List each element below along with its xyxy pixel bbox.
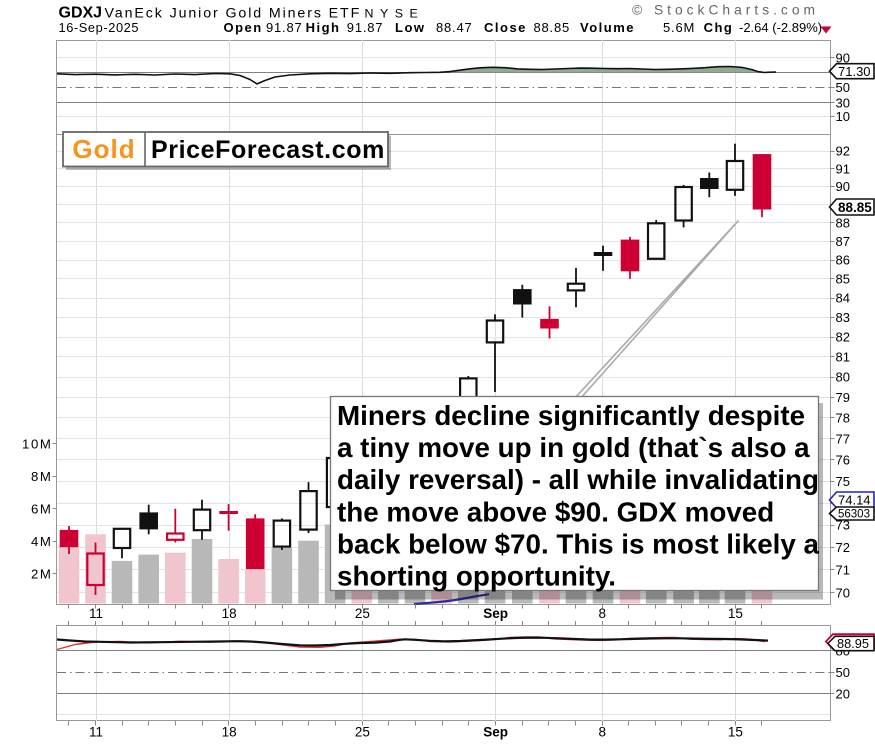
svg-text:10M: 10M	[22, 436, 52, 451]
svg-text:91.87: 91.87	[347, 20, 384, 35]
svg-text:8: 8	[598, 725, 606, 740]
svg-text:25: 25	[355, 606, 370, 621]
svg-text:back below $70. This is most l: back below $70. This is most likely a	[337, 528, 820, 559]
svg-text:88.85: 88.85	[534, 20, 571, 35]
svg-text:Sep: Sep	[483, 606, 508, 621]
svg-text:Open: Open	[224, 20, 263, 35]
svg-text:20: 20	[836, 687, 850, 702]
svg-text:25: 25	[355, 725, 370, 740]
svg-text:86: 86	[836, 253, 850, 268]
svg-text:83: 83	[836, 310, 850, 325]
svg-text:71: 71	[836, 563, 850, 578]
svg-text:56303: 56303	[838, 509, 870, 521]
svg-text:84: 84	[836, 291, 850, 306]
svg-text:50: 50	[836, 665, 850, 680]
svg-text:92: 92	[836, 144, 850, 159]
svg-text:Close: Close	[484, 20, 527, 35]
svg-text:30: 30	[836, 95, 850, 110]
svg-text:81: 81	[836, 350, 850, 365]
svg-text:15: 15	[728, 606, 743, 621]
svg-text:Volume: Volume	[580, 20, 635, 35]
svg-text:18: 18	[222, 725, 237, 740]
svg-text:72: 72	[836, 540, 850, 555]
svg-text:75: 75	[836, 474, 850, 489]
svg-text:10: 10	[836, 109, 850, 124]
svg-text:4M: 4M	[31, 534, 53, 549]
svg-text:Miners decline significantly d: Miners decline significantly despite	[337, 400, 805, 431]
svg-text:77: 77	[836, 431, 850, 446]
svg-text:87: 87	[836, 234, 850, 249]
svg-text:71.30: 71.30	[838, 64, 871, 79]
svg-text:78: 78	[836, 411, 850, 426]
svg-text:15: 15	[728, 725, 743, 740]
svg-text:82: 82	[836, 330, 850, 345]
svg-text:PriceForecast.com: PriceForecast.com	[151, 136, 385, 164]
svg-text:GDXJ: GDXJ	[59, 5, 103, 22]
svg-text:2M: 2M	[31, 567, 53, 582]
svg-text:91.87: 91.87	[266, 20, 303, 35]
svg-text:8: 8	[598, 606, 606, 621]
svg-text:-2.64 (-2.89%): -2.64 (-2.89%)	[739, 20, 822, 35]
svg-text:5.6M: 5.6M	[663, 20, 695, 35]
svg-text:76: 76	[836, 453, 850, 468]
svg-text:8M: 8M	[31, 469, 53, 484]
svg-text:79: 79	[836, 390, 850, 405]
svg-text:88.85: 88.85	[838, 200, 872, 215]
svg-text:a tiny move up in gold (that`s: a tiny move up in gold (that`s also a	[337, 432, 810, 463]
svg-text:6M: 6M	[31, 501, 53, 516]
svg-text:Low: Low	[395, 20, 426, 35]
svg-text:Chg: Chg	[704, 20, 734, 35]
svg-text:90: 90	[836, 179, 850, 194]
svg-text:88.95: 88.95	[837, 636, 869, 651]
svg-text:© StockCharts.com: © StockCharts.com	[632, 3, 819, 18]
svg-text:70: 70	[836, 586, 850, 601]
svg-text:88: 88	[836, 216, 850, 231]
svg-text:90: 90	[836, 51, 850, 66]
svg-text:Sep: Sep	[483, 725, 508, 740]
svg-text:daily reversal) - all while in: daily reversal) - all while invalidating	[337, 464, 819, 495]
svg-text:85: 85	[836, 272, 850, 287]
svg-text:73: 73	[836, 518, 850, 533]
svg-text:91: 91	[836, 161, 850, 176]
svg-text:88.47: 88.47	[436, 20, 473, 35]
svg-text:11: 11	[89, 606, 103, 621]
svg-text:NYSE: NYSE	[365, 7, 425, 21]
svg-text:VanEck Junior Gold Miners ETF: VanEck Junior Gold Miners ETF	[105, 6, 362, 22]
svg-text:80: 80	[836, 370, 850, 385]
svg-text:18: 18	[222, 606, 237, 621]
svg-text:High: High	[306, 20, 341, 35]
svg-text:shorting opportunity.: shorting opportunity.	[337, 561, 616, 592]
svg-text:16-Sep-2025: 16-Sep-2025	[59, 20, 140, 35]
svg-text:11: 11	[89, 725, 103, 740]
svg-text:the move above $90. GDX moved: the move above $90. GDX moved	[337, 496, 774, 527]
svg-text:74.14: 74.14	[838, 493, 871, 508]
svg-text:50: 50	[836, 80, 850, 95]
svg-text:Gold: Gold	[72, 134, 135, 164]
